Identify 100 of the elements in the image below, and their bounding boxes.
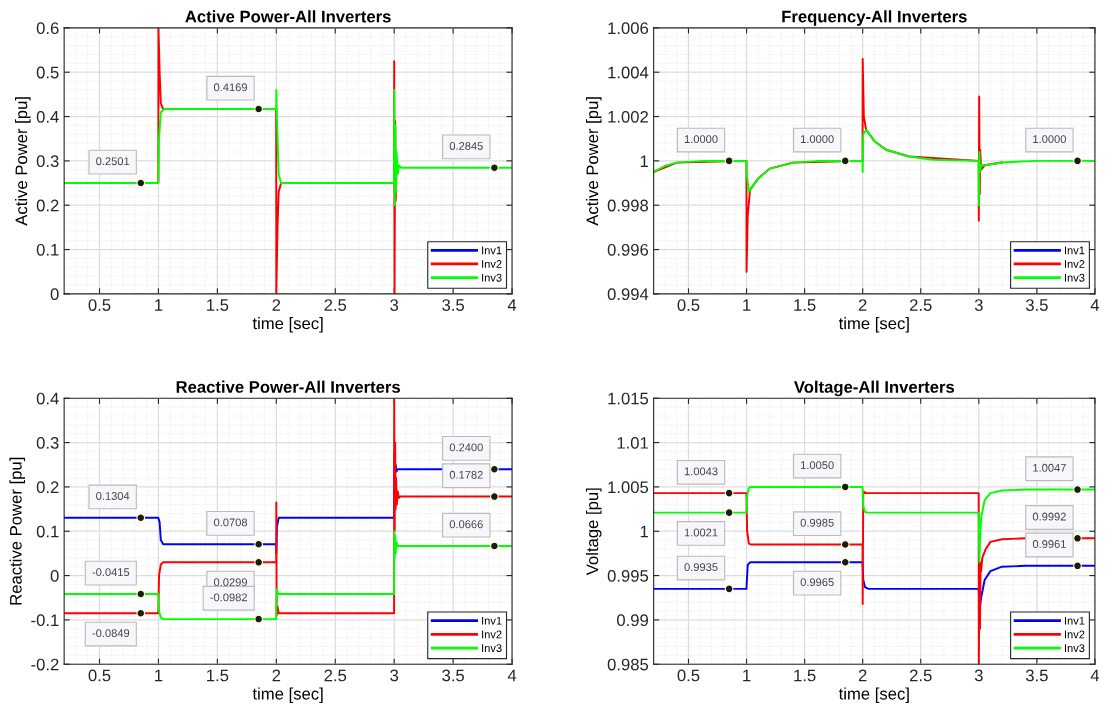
x-tick-label: 2: [272, 299, 281, 311]
x-tick-label: 1.5: [794, 669, 816, 682]
x-tick-label: 2.5: [910, 669, 932, 682]
x-axis-title: time [sec]: [838, 317, 909, 333]
x-tick-label: 1.5: [207, 299, 229, 311]
x-tick-label: 0.5: [88, 669, 111, 682]
x-tick-label: 1.5: [794, 299, 816, 311]
y-tick-label: 1.002: [608, 110, 648, 123]
x-axis-title: time [sec]: [252, 687, 323, 703]
y-tick-label: 1.005: [608, 481, 649, 494]
annotation: -0.0415: [92, 568, 130, 577]
annotation: 1.0000: [801, 135, 834, 144]
y-tick-label: 1: [640, 155, 648, 167]
legend-label: Inv2: [1064, 630, 1085, 639]
y-tick-label: 0.3: [36, 155, 59, 168]
x-tick-label: 0.5: [88, 299, 111, 311]
y-tick-label: 0.1: [36, 525, 59, 538]
annotation: 0.1304: [96, 492, 130, 500]
x-tick-label: 1: [743, 299, 751, 311]
x-tick-label: 4: [1090, 669, 1100, 682]
y-tick-label: 0.3: [36, 436, 59, 449]
x-tick-label: 1: [155, 669, 163, 682]
x-tick-label: 4: [507, 299, 517, 311]
x-tick-label: 3.5: [442, 299, 465, 311]
annotation: 0.0666: [449, 520, 483, 529]
annotation: 0.2845: [449, 142, 483, 150]
x-tick-label: 2: [272, 669, 281, 682]
y-tick-label: 0.2: [36, 199, 59, 212]
y-tick-label: 0.2: [36, 481, 59, 494]
x-tick-label: 3.5: [1025, 669, 1048, 682]
x-tick-label: 3: [390, 669, 399, 682]
y-tick-label: 1.004: [608, 66, 649, 79]
legend-label: Inv2: [482, 630, 502, 639]
x-tick-label: 1.5: [207, 669, 229, 682]
annotation: 1.0047: [1033, 463, 1066, 472]
y-tick-label: 1.006: [608, 22, 649, 35]
y-axis-title: Active Power [pu]: [15, 97, 31, 226]
x-tick-label: 3: [974, 669, 983, 682]
x-tick-label: 4: [507, 669, 517, 682]
annotation: 0.9961: [1032, 540, 1066, 548]
annotation: -0.0982: [210, 593, 247, 602]
annotation: 1.0050: [801, 461, 834, 470]
y-tick-label: 0.996: [607, 243, 649, 256]
chart-title: Frequency-All Inverters: [782, 10, 967, 26]
x-tick-label: 3: [974, 299, 983, 311]
annotation: 0.9965: [800, 578, 834, 587]
y-tick-label: 0.1: [36, 243, 59, 256]
x-tick-label: 0.5: [677, 299, 700, 311]
legend-label: Inv2: [482, 260, 502, 268]
annotation: 0.0299: [213, 578, 248, 587]
annotation: 0.2400: [449, 443, 483, 452]
x-tick-label: 3: [390, 299, 399, 311]
x-tick-label: 2: [858, 669, 867, 682]
annotation: 0.9935: [684, 563, 718, 572]
x-tick-label: 0.5: [677, 669, 700, 682]
y-tick-label: 0: [50, 288, 59, 301]
line-series: [653, 485, 1095, 564]
annotation: 0.9992: [1032, 512, 1066, 521]
legend-label: Inv3: [482, 644, 502, 653]
y-tick-label: 0: [50, 569, 59, 582]
annotation: 1.0000: [684, 135, 718, 144]
legend-label: Inv1: [482, 246, 502, 255]
legend-label: Inv1: [482, 616, 502, 625]
x-tick-label: 1: [155, 299, 163, 311]
x-tick-label: 3.5: [442, 669, 465, 682]
y-tick-label: 0.995: [607, 569, 649, 582]
annotation: 0.4169: [213, 83, 248, 92]
line-series: [653, 128, 1095, 207]
annotation: 0.2501: [96, 157, 130, 166]
annotation: 1.0021: [684, 528, 718, 537]
x-tick-label: 2.5: [324, 299, 347, 311]
y-tick-label: 0.985: [607, 658, 649, 671]
x-tick-label: 1: [743, 669, 751, 682]
annotation: 1.0043: [684, 467, 718, 476]
y-tick-label: 0.994: [607, 288, 649, 301]
legend-label: Inv3: [1064, 644, 1085, 653]
legend-label: Inv3: [482, 273, 502, 282]
legend-label: Inv1: [1064, 246, 1085, 255]
chart-title: Reactive Power-All Inverters: [176, 380, 400, 393]
y-tick-label: 1.01: [617, 436, 648, 449]
y-tick-label: 0.4: [36, 392, 59, 405]
chart-title: Active Power-All Inverters: [185, 10, 391, 23]
annotation: 1.0000: [1033, 135, 1066, 144]
x-axis-title: time [sec]: [252, 317, 323, 333]
x-tick-label: 2.5: [324, 669, 347, 682]
x-tick-label: 2: [858, 299, 867, 311]
y-axis-title: Reactive Power [pu]: [9, 457, 26, 605]
annotation: 0.9985: [800, 518, 834, 527]
x-tick-label: 4: [1090, 299, 1100, 311]
y-tick-label: 1.015: [608, 392, 649, 405]
legend-label: Inv3: [1064, 273, 1085, 282]
y-tick-label: 1: [640, 525, 648, 538]
y-tick-label: -0.2: [31, 658, 59, 671]
x-axis-title: time [sec]: [838, 687, 909, 703]
y-tick-label: 0.5: [36, 66, 59, 79]
y-tick-label: 0.998: [607, 199, 649, 212]
annotation: 0.1782: [449, 470, 483, 479]
y-tick-label: 0.6: [36, 22, 59, 35]
legend-label: Inv2: [1064, 260, 1085, 268]
y-axis-title: Active Power [pu]: [585, 97, 602, 226]
